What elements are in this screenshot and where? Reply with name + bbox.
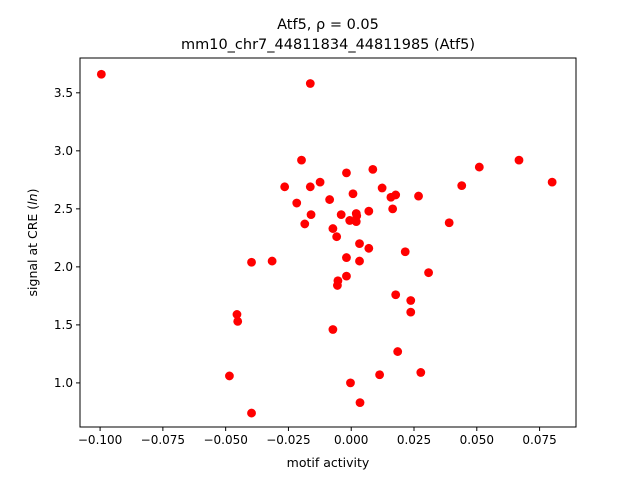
data-point xyxy=(474,162,484,172)
data-point xyxy=(368,164,378,174)
data-point xyxy=(332,232,342,242)
data-point xyxy=(352,211,362,221)
data-point xyxy=(325,195,335,204)
data-point xyxy=(300,219,310,229)
x-tick-label: 0.000 xyxy=(334,433,368,447)
data-point xyxy=(391,190,401,200)
data-point xyxy=(400,247,410,257)
y-tick-label: 2.0 xyxy=(54,260,73,274)
y-tick-label: 1.0 xyxy=(54,376,73,390)
data-point xyxy=(225,371,234,381)
data-point xyxy=(297,155,306,165)
x-tick-label: −0.050 xyxy=(203,433,247,447)
data-point xyxy=(305,79,315,88)
data-point xyxy=(414,191,423,201)
data-point xyxy=(406,307,416,317)
data-point xyxy=(406,296,416,305)
data-point xyxy=(355,256,364,266)
data-point xyxy=(247,257,256,267)
y-tick-label: 3.0 xyxy=(54,144,73,158)
data-point xyxy=(333,276,343,286)
plot-frame xyxy=(79,57,577,428)
data-point xyxy=(280,182,290,192)
data-point xyxy=(364,243,374,253)
data-point xyxy=(391,290,401,300)
data-point xyxy=(232,310,242,319)
x-tick-label: −0.075 xyxy=(141,433,185,447)
data-point xyxy=(315,177,325,187)
y-tick-label: 1.5 xyxy=(54,318,73,332)
data-point xyxy=(336,210,346,220)
x-tick-label: 0.025 xyxy=(397,433,431,447)
data-point xyxy=(514,155,524,165)
data-point xyxy=(328,325,338,334)
data-point xyxy=(233,317,243,326)
y-tick-label: 2.5 xyxy=(54,202,73,216)
chart-title-line1: Atf5, ρ = 0.05 xyxy=(277,17,379,33)
x-axis-label: motif activity xyxy=(287,455,370,470)
data-point xyxy=(342,253,351,262)
data-point xyxy=(96,69,106,79)
data-point xyxy=(375,370,385,380)
data-point xyxy=(342,168,351,178)
data-point xyxy=(416,368,426,377)
y-tick-label: 3.5 xyxy=(54,86,73,100)
data-point xyxy=(355,398,365,408)
data-point xyxy=(306,210,316,220)
x-tick-label: 0.050 xyxy=(460,433,494,447)
data-point xyxy=(377,183,387,193)
x-tick-label: −0.025 xyxy=(266,433,310,447)
data-point xyxy=(345,216,355,225)
data-point xyxy=(364,206,374,216)
data-point xyxy=(444,218,454,228)
data-point xyxy=(355,239,364,249)
data-point xyxy=(393,347,403,356)
data-point xyxy=(388,204,398,214)
chart-title-line2: mm10_chr7_44811834_44811985 (Atf5) xyxy=(181,37,475,53)
data-point xyxy=(547,177,557,187)
data-point xyxy=(342,271,351,281)
x-axis-ticks: −0.100 −0.075 −0.050 −0.025 0.000 0.025 0.050 0… xyxy=(78,427,557,447)
data-point xyxy=(305,182,315,192)
x-tick-label: −0.100 xyxy=(78,433,122,447)
data-point xyxy=(457,181,467,191)
data-points xyxy=(96,69,557,418)
y-axis-ticks: 1.0 1.5 2.0 2.5 3.0 3.5 xyxy=(54,86,80,390)
x-tick-label: 0.075 xyxy=(522,433,556,447)
data-point xyxy=(292,198,302,208)
data-point xyxy=(348,189,358,199)
data-point xyxy=(424,268,433,278)
data-point xyxy=(267,256,277,266)
data-point xyxy=(247,408,256,418)
data-point xyxy=(346,378,355,388)
data-point xyxy=(328,224,338,233)
y-axis-label: signal at CRE (ln) xyxy=(25,189,40,297)
